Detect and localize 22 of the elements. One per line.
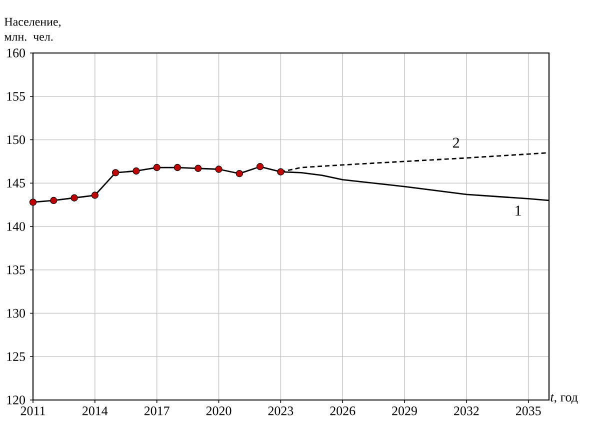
- x-tick-label: 2029: [392, 406, 417, 416]
- y-tick-label: 145: [7, 178, 25, 188]
- series-label: 1: [516, 206, 521, 216]
- x-tick-label: 2014: [82, 406, 108, 416]
- x-tick-label: 2017: [144, 406, 170, 416]
- y-tick-label: 135: [7, 266, 25, 274]
- x-tick-label: 2032: [454, 406, 479, 416]
- y-tick-label: 120: [7, 396, 26, 404]
- y-tick-label: 130: [7, 308, 26, 318]
- x-axis-title: t, год: [550, 394, 578, 404]
- y-tick-label: 140: [7, 222, 26, 231]
- x-tick-label: 2026: [330, 406, 356, 416]
- y-tick-label: 150: [7, 135, 26, 144]
- x-tick-label: 2023: [268, 406, 294, 416]
- y-tick-label: 125: [7, 352, 25, 361]
- x-tick-label: 2035: [516, 406, 541, 416]
- y-axis-title: Население, млн. чел.: [4, 18, 61, 41]
- y-tick-label: 155: [7, 92, 25, 101]
- series-label: 2: [453, 138, 460, 148]
- x-tick-label: 2011: [20, 406, 45, 416]
- y-tick-label: 160: [7, 48, 26, 58]
- x-tick-label: 2020: [206, 406, 232, 416]
